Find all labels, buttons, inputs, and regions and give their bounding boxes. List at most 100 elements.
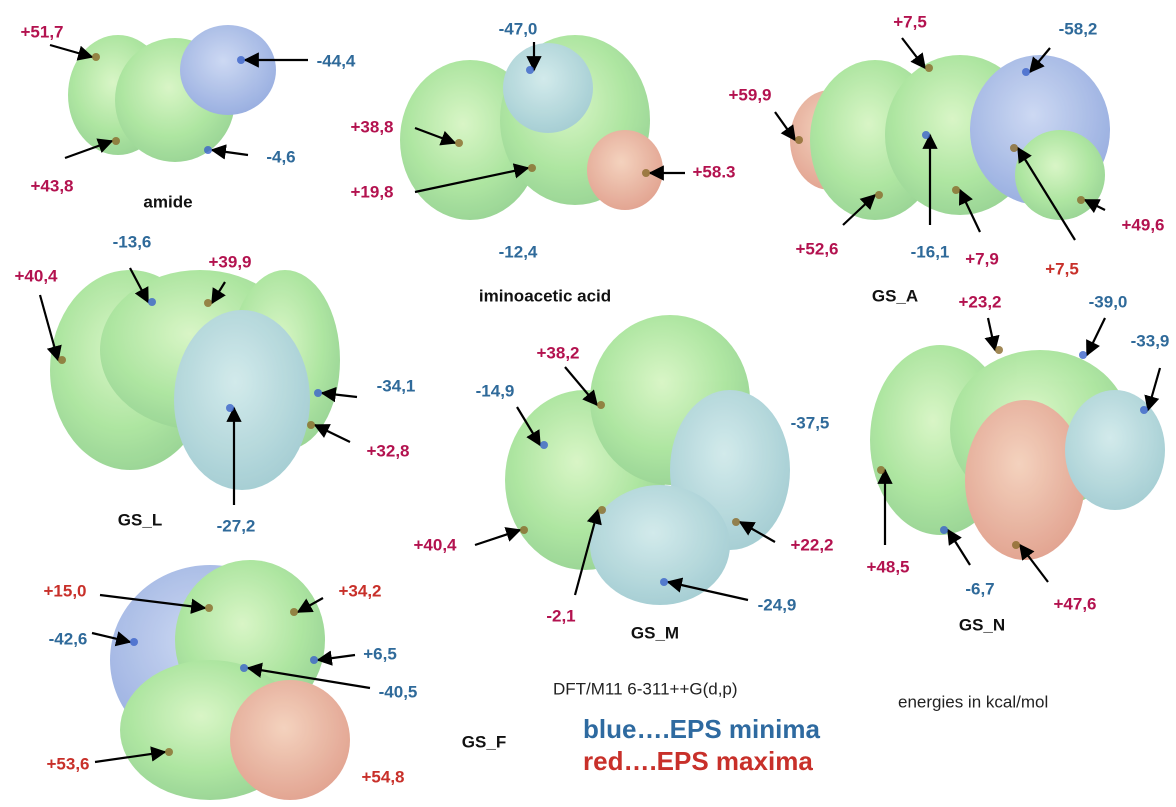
point-marker (240, 664, 248, 672)
potential-label: +22,2 (790, 535, 833, 554)
arrow (40, 295, 58, 360)
point-marker (1140, 406, 1148, 414)
molecule-name: GS_A (872, 286, 918, 305)
figure: amide +51,7 -44,4 +43,8 -4,6 iminoacetic acid… (0, 0, 1176, 807)
potential-label: -47,0 (499, 19, 538, 38)
potential-label: +7,5 (1045, 259, 1079, 278)
units: energies in kcal/mol (898, 692, 1048, 711)
potential-label: +19,8 (350, 182, 393, 201)
point-marker (520, 526, 528, 534)
point-marker (112, 137, 120, 145)
point-marker (877, 466, 885, 474)
potential-label: +43,8 (30, 176, 73, 195)
arrow (318, 655, 355, 660)
potential-label: +59,9 (728, 85, 771, 104)
point-marker (290, 608, 298, 616)
potential-label: -37,5 (791, 413, 830, 432)
arrow (212, 150, 248, 155)
potential-label: -27,2 (217, 516, 256, 535)
potential-label: +52,6 (795, 239, 838, 258)
arrow (315, 425, 350, 442)
point-marker (526, 66, 534, 74)
arrow (948, 530, 970, 565)
potential-label: +32,8 (366, 441, 409, 460)
point-marker (795, 136, 803, 144)
point-marker (204, 146, 212, 154)
molecule-name: GS_N (959, 615, 1005, 634)
potential-label: -14,9 (476, 381, 515, 400)
potential-label: +53,6 (46, 754, 89, 773)
potential-label: -34,1 (377, 376, 416, 395)
potential-label: +47,6 (1053, 594, 1096, 613)
molecule-name: iminoacetic acid (479, 286, 611, 305)
potential-label: -39,0 (1089, 292, 1128, 311)
point-marker (310, 656, 318, 664)
point-marker (995, 346, 1003, 354)
point-marker (1010, 144, 1018, 152)
molecule-name: amide (143, 192, 192, 211)
arrow (475, 530, 520, 545)
potential-label: +23,2 (958, 292, 1001, 311)
arrow (1148, 368, 1160, 410)
potential-label: -12,4 (499, 242, 538, 261)
potential-label: -6,7 (965, 579, 994, 598)
legend-red: red….EPS maxima (583, 746, 813, 776)
potential-label: +15,0 (43, 581, 86, 600)
potential-label: +40,4 (413, 535, 457, 554)
molecule-name: GS_M (631, 623, 679, 642)
potential-label: +7,5 (893, 12, 927, 31)
potential-label: +58.3 (692, 162, 735, 181)
point-marker (528, 164, 536, 172)
point-marker (226, 404, 234, 412)
potential-label: +39,9 (208, 252, 251, 271)
point-marker (165, 748, 173, 756)
point-marker (205, 604, 213, 612)
arrow (988, 318, 995, 350)
potential-label: -58,2 (1059, 19, 1098, 38)
point-marker (237, 56, 245, 64)
potential-label: -24,9 (758, 595, 797, 614)
potential-label: -44,4 (317, 51, 356, 70)
point-marker (642, 169, 650, 177)
point-marker (540, 441, 548, 449)
point-marker (875, 191, 883, 199)
point-marker (952, 186, 960, 194)
method: DFT/M11 6-311++G(d,p) (553, 679, 738, 698)
potential-label: +6,5 (363, 644, 397, 663)
point-marker (1079, 351, 1087, 359)
potential-label: +48,5 (866, 557, 909, 576)
potential-label: -40,5 (379, 682, 418, 701)
point-marker (314, 389, 322, 397)
potential-label: +38,2 (536, 343, 579, 362)
point-marker (92, 53, 100, 61)
point-marker (1077, 196, 1085, 204)
potential-label: +38,8 (350, 117, 393, 136)
point-marker (922, 131, 930, 139)
potential-label: +40,4 (14, 266, 58, 285)
point-marker (455, 139, 463, 147)
legend-blue: blue….EPS minima (583, 714, 820, 744)
point-marker (660, 578, 668, 586)
point-marker (204, 299, 212, 307)
point-marker (58, 356, 66, 364)
arrow (1087, 318, 1105, 355)
point-marker (1012, 541, 1020, 549)
point-marker (598, 506, 606, 514)
potential-label: +7,9 (965, 249, 999, 268)
potential-label: -33,9 (1131, 331, 1170, 350)
point-marker (597, 401, 605, 409)
potential-label: +54,8 (361, 767, 404, 786)
point-marker (148, 298, 156, 306)
arrow (902, 38, 925, 68)
point-marker (130, 638, 138, 646)
molecule-name: GS_L (118, 510, 162, 529)
potential-label: -13,6 (113, 232, 152, 251)
molecule-name: GS_F (462, 732, 506, 751)
point-marker (732, 518, 740, 526)
potential-label: -4,6 (266, 147, 295, 166)
point-marker (925, 64, 933, 72)
potential-label: +51,7 (20, 22, 63, 41)
potential-label: -16,1 (911, 242, 950, 261)
potential-label: +34,2 (338, 581, 381, 600)
point-marker (940, 526, 948, 534)
